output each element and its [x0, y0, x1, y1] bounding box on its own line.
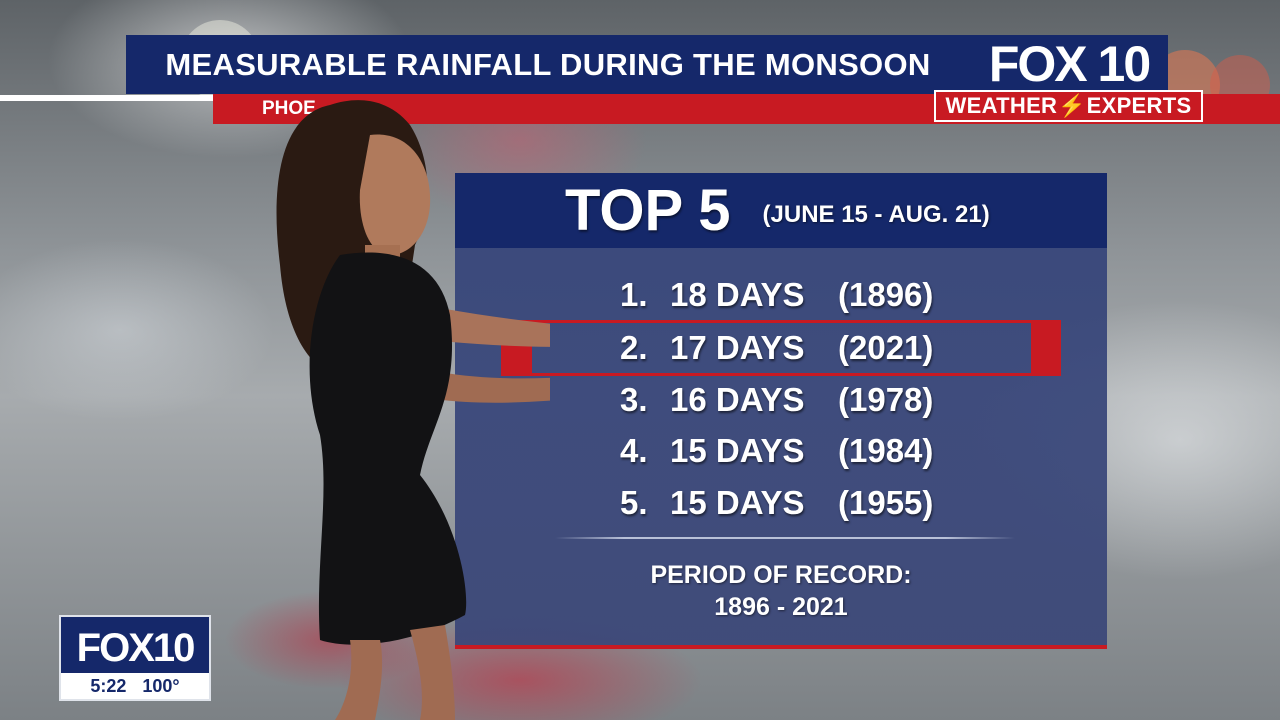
ticker-text: PHOE: [262, 98, 316, 119]
lightning-bolt-icon: ⚡: [1058, 93, 1086, 118]
rank-row-2: 2. 17 DAYS (2021): [455, 325, 1107, 371]
rank-year: (1984): [838, 432, 934, 469]
weather-experts-tag: WEATHER ⚡ EXPERTS: [934, 90, 1203, 122]
record-range: 1896 - 2021: [714, 593, 848, 621]
panel-heading: TOP 5: [565, 178, 731, 243]
rank-number: 2.: [620, 329, 648, 366]
rank-row-3: 3. 16 DAYS (1978): [455, 377, 1107, 423]
page-title: MEASURABLE RAINFALL DURING THE MONSOON: [165, 46, 931, 82]
rank-number: 3.: [620, 381, 648, 418]
rank-days: 17 DAYS: [670, 329, 805, 366]
date-range: (JUNE 15 - AUG. 21): [762, 200, 990, 228]
bug-temperature: 100°: [142, 675, 180, 696]
station-logo-text: FOX 10: [988, 36, 1151, 92]
rank-days: 15 DAYS: [670, 432, 805, 469]
presenter-figure: [276, 100, 550, 720]
rank-year: (1896): [838, 276, 934, 313]
bug-logo: FOX10: [76, 626, 196, 670]
rank-number: 5.: [620, 484, 648, 521]
rank-days: 15 DAYS: [670, 484, 805, 521]
panel-bottom-accent: [455, 645, 1107, 649]
rank-days: 16 DAYS: [670, 381, 805, 418]
station-logo: FOX 10: [970, 35, 1168, 93]
rank-year: (1978): [838, 381, 934, 418]
rankings-panel: [455, 173, 1107, 649]
weather-tag-right: EXPERTS: [1086, 93, 1192, 118]
weather-tag-left: WEATHER: [945, 93, 1058, 118]
rank-number: 1.: [620, 276, 648, 313]
rank-row-5: 5. 15 DAYS (1955): [455, 480, 1107, 526]
panel-divider: [555, 537, 1015, 539]
bug-time: 5:22: [90, 675, 127, 696]
bug-footer: 5:22 100°: [61, 673, 209, 699]
station-bug: FOX10 5:22 100°: [59, 615, 211, 701]
title-banner: MEASURABLE RAINFALL DURING THE MONSOON: [126, 35, 970, 94]
rank-row-4: 4. 15 DAYS (1984): [455, 428, 1107, 474]
record-label: PERIOD OF RECORD:: [650, 561, 912, 589]
panel-header: TOP 5 (JUNE 15 - AUG. 21): [455, 173, 1107, 248]
banner-accent-line: [0, 95, 213, 101]
rank-row-1: 1. 18 DAYS (1896): [455, 272, 1107, 318]
rank-year: (2021): [838, 329, 934, 366]
rank-number: 4.: [620, 432, 648, 469]
rank-year: (1955): [838, 484, 934, 521]
highlight-cap-right: [1031, 320, 1061, 376]
rank-days: 18 DAYS: [670, 276, 805, 313]
